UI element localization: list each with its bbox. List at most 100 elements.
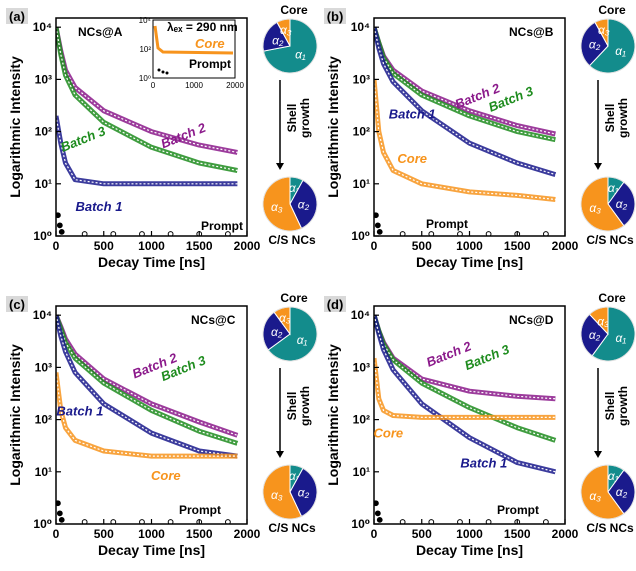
y-tick-label: 10² [35,413,52,427]
prompt-point [81,231,88,236]
prompt-point [139,519,145,524]
y-tick-label: 10⁰ [33,229,52,243]
panel-letter: (a) [9,9,25,24]
panel-label: (d) [324,296,346,312]
shell-arrow-head [276,163,284,170]
y-axis-label: Logarithmic Intensity [7,344,23,486]
prompt-point [543,231,549,236]
pie-cs: α₁ α₂ α₃ [580,176,636,232]
pie-label-alpha2: α₂ [589,37,601,51]
y-tick-label: 10⁰ [33,517,52,531]
pie-label-alpha3: α₃ [598,23,610,37]
y-tick-label: 10⁴ [33,20,52,34]
pie-label-alpha1: α₁ [297,333,308,347]
x-tick-label: 1000 [456,527,483,541]
pie-core-label: Core [598,291,626,305]
inset-core-label: Core [195,36,225,51]
shell-arrow-head [276,451,284,458]
pie-label-alpha2: α₂ [616,197,628,211]
shell-label: Shell [603,104,617,133]
prompt-point [543,519,549,524]
x-tick-label: 0 [371,527,378,541]
fit-core [56,372,238,457]
inset-x-tick: 1000 [185,81,203,90]
shell-arrow-head [594,451,602,458]
x-axis-label: Decay Time [ns] [416,542,523,558]
series-label: Batch 1 [460,456,507,471]
inset-core-curve [153,25,234,55]
y-tick-label: 10⁴ [33,308,52,322]
y-tick-label: 10¹ [35,177,52,191]
panel-letter: (d) [327,297,344,312]
prompt-point [56,212,61,219]
fit-batch-1 [56,315,238,457]
fit-batch-3 [374,27,556,141]
panel-label-bg [324,296,346,312]
y-tick-label: 10⁰ [351,517,370,531]
axes-frame [373,17,566,237]
x-tick-label: 1000 [456,239,483,253]
prompt-point [485,519,492,524]
x-tick-label: 500 [412,239,432,253]
x-tick-label: 1500 [504,527,531,541]
x-axis-label: Decay Time [ns] [416,254,523,270]
pie-label-alpha1: α₁ [608,181,619,195]
pie-core-label: Core [280,3,308,17]
shell-arrow-head [594,163,602,170]
panel-title: NCs@A [78,25,123,39]
panel-a: 0 500 1000 1500 2000 10⁰ 10¹ 10² 10³ 10⁴ Decay Tim… [6,3,318,270]
y-tick-label: 10¹ [353,465,370,479]
prompt-point [374,510,381,517]
pie-label-alpha3: α₃ [280,23,292,37]
pie-label-alpha1: α₁ [616,331,627,345]
x-tick-label: 0 [371,239,378,253]
prompt-point [428,519,435,524]
series-batch-1 [56,115,238,187]
pie-core-label: Core [280,291,308,305]
pie-label-alpha3: α₃ [597,314,609,328]
prompt-point [110,231,117,236]
y-tick-label: 10² [35,125,52,139]
inset: λₑₓ = 290 nm Core Prompt 0 1000 2000 10⁰ 10² 10⁴ [139,16,245,90]
series-label: Core [151,468,181,483]
series-label: Batch 3 [58,123,108,155]
panel-label: (c) [6,296,28,312]
pie-label-alpha2: α₂ [589,328,601,342]
panel-d: 0 500 1000 1500 2000 10⁰ 10¹ 10² 10³ 10⁴ Decay Tim… [324,291,636,558]
x-tick-label: 1500 [504,239,531,253]
shell-label: Shell [285,104,299,133]
fit-batch-1 [374,315,556,473]
inset-prompt-point [157,68,161,72]
pie-cs-label: C/S NCs [268,521,316,535]
x-tick-label: 1500 [186,239,213,253]
pie-cs: α₁ α₂ α₃ [580,464,636,520]
inset-y-tick: 10⁰ [139,74,151,83]
pie-label-alpha1: α₁ [295,48,306,62]
shell-label: Shell [603,392,617,421]
pie-label-alpha3: α₃ [589,489,601,503]
series-core [374,79,556,202]
panel-label: (a) [6,8,28,24]
prompt-point [457,231,463,236]
series-batch-3 [56,26,238,173]
y-axis-label: Logarithmic Intensity [7,56,23,198]
y-tick-label: 10² [353,413,370,427]
panel-letter: (b) [327,9,344,24]
panel-label-bg [6,8,28,24]
pie-label-alpha2: α₂ [298,485,310,499]
prompt-point [167,231,174,236]
inset-label: λₑₓ = 290 nm [167,20,238,34]
prompt-point [167,519,174,524]
pie-outline [580,464,636,520]
prompt-point [376,516,383,523]
y-axis-label: Logarithmic Intensity [325,344,341,486]
y-tick-label: 10³ [353,72,370,86]
pie-label-alpha2: α₂ [272,33,284,47]
pie-cs: α₁ α₂ α₃ [262,176,318,232]
x-tick-label: 0 [53,239,60,253]
pie-label-alpha2: α₂ [298,197,310,211]
panel-label-bg [324,8,346,24]
inset-prompt-label: Prompt [189,57,231,71]
